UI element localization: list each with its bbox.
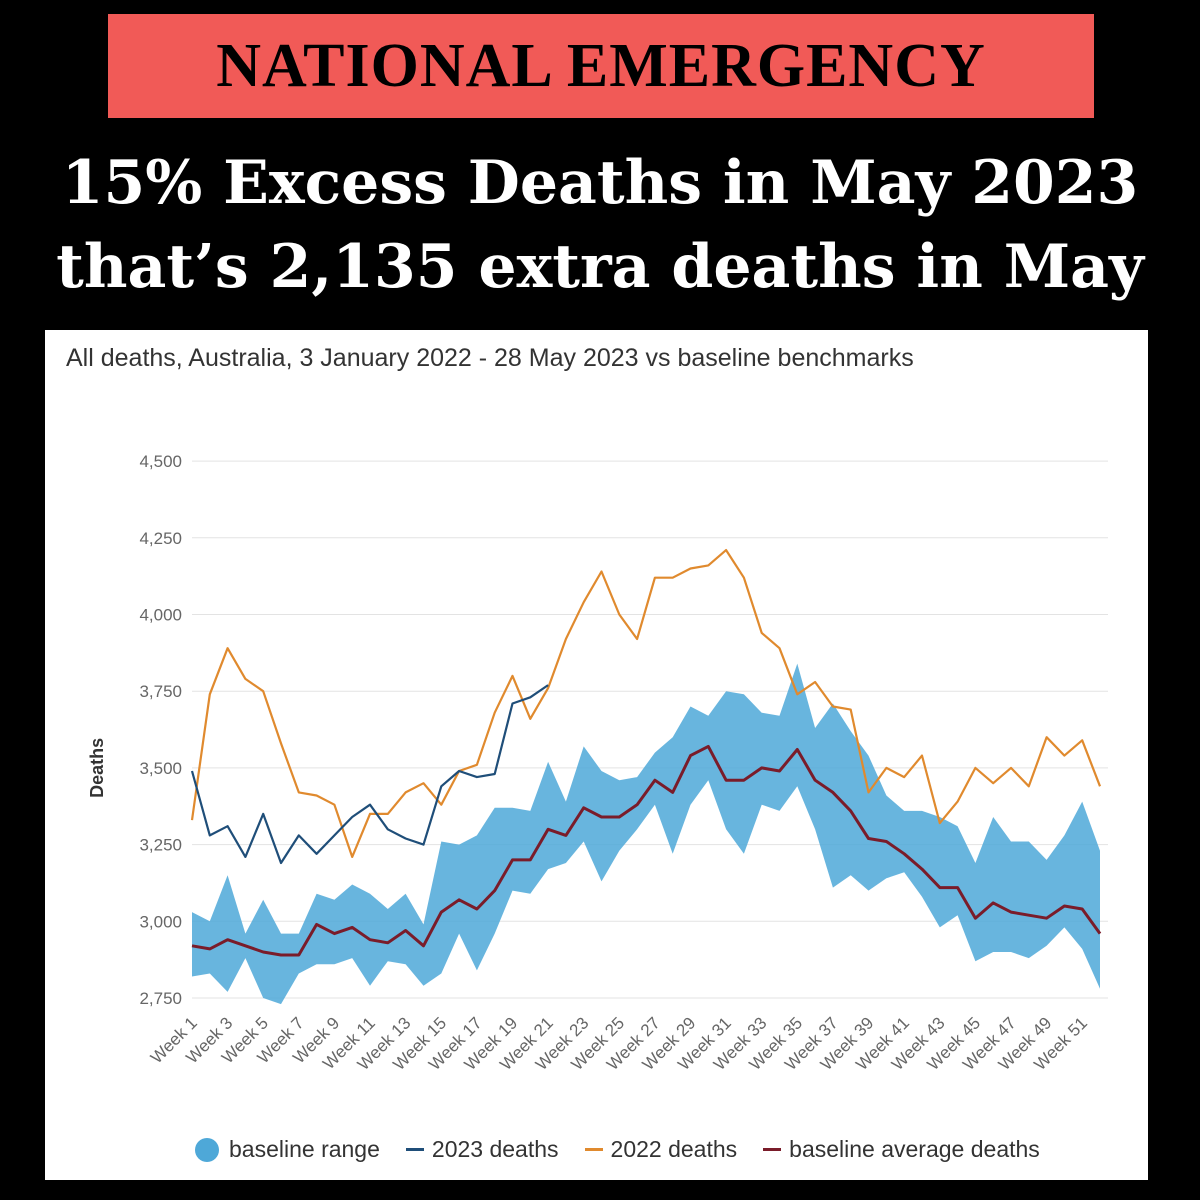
- legend-label-2023-deaths: 2023 deaths: [431, 1136, 559, 1162]
- y-tick-label: 4,250: [139, 529, 182, 548]
- y-tick-label: 3,000: [139, 912, 182, 931]
- y-tick-label: 3,500: [139, 759, 182, 778]
- y-axis-label: Deaths: [87, 738, 107, 798]
- legend-swatch-baseline-range: [195, 1137, 219, 1162]
- headline-line-2: that’s 2,135 extra deaths in May: [56, 232, 1144, 302]
- emergency-banner: NATIONAL EMERGENCY: [108, 14, 1094, 118]
- legend-label-baseline-average: baseline average deaths: [789, 1136, 1040, 1162]
- legend-item-baseline-range: baseline range: [195, 1136, 380, 1163]
- legend-item-baseline-average: baseline average deaths: [763, 1136, 1040, 1163]
- deaths-line-chart: 2,750 3,000 3,250 3,500 3,750 4,000 4,250 4,500…: [87, 452, 1108, 1074]
- legend-item-2022-deaths: 2022 deaths: [584, 1136, 738, 1163]
- chart-panel: [45, 330, 1148, 1180]
- legend-label-baseline-range: baseline range: [229, 1136, 380, 1162]
- legend-swatch-2022-deaths: [584, 1148, 603, 1151]
- 2023-deaths-line: [190, 684, 549, 865]
- chart-title: All deaths, Australia, 3 January 2022 - …: [66, 344, 914, 372]
- 2022-deaths-line: [190, 549, 1102, 859]
- legend-item-2023-deaths: 2023 deaths: [405, 1136, 559, 1163]
- legend-swatch-2023-deaths: [405, 1148, 424, 1151]
- y-tick-label: 2,750: [139, 989, 182, 1008]
- y-tick-label: 3,750: [139, 682, 182, 701]
- headline-line-1: 15% Excess Deaths in May 2023: [61, 148, 1139, 218]
- y-tick-label: 3,250: [139, 836, 182, 855]
- y-tick-label: 4,000: [139, 606, 182, 625]
- y-tick-label: 4,500: [139, 452, 182, 471]
- baseline-range-band: [192, 663, 1100, 1005]
- legend-swatch-baseline-average: [763, 1148, 782, 1151]
- baseline-average-deaths-line: [191, 744, 1102, 957]
- chart-legend: baseline range 2023 deaths 2022 deaths b…: [195, 1136, 1066, 1163]
- banner-text: NATIONAL EMERGENCY: [216, 31, 986, 100]
- legend-label-2022-deaths: 2022 deaths: [610, 1136, 738, 1162]
